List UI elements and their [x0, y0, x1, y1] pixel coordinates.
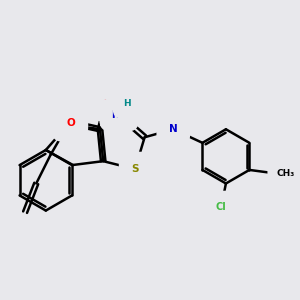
Text: Cl: Cl — [216, 202, 226, 212]
Text: N: N — [169, 124, 178, 134]
Text: O: O — [67, 118, 76, 128]
Text: H: H — [123, 99, 131, 108]
Text: NH: NH — [111, 110, 127, 120]
Text: O: O — [102, 99, 111, 109]
Text: N: N — [64, 119, 73, 130]
Text: CH₃: CH₃ — [277, 169, 295, 178]
Text: S: S — [131, 164, 139, 174]
